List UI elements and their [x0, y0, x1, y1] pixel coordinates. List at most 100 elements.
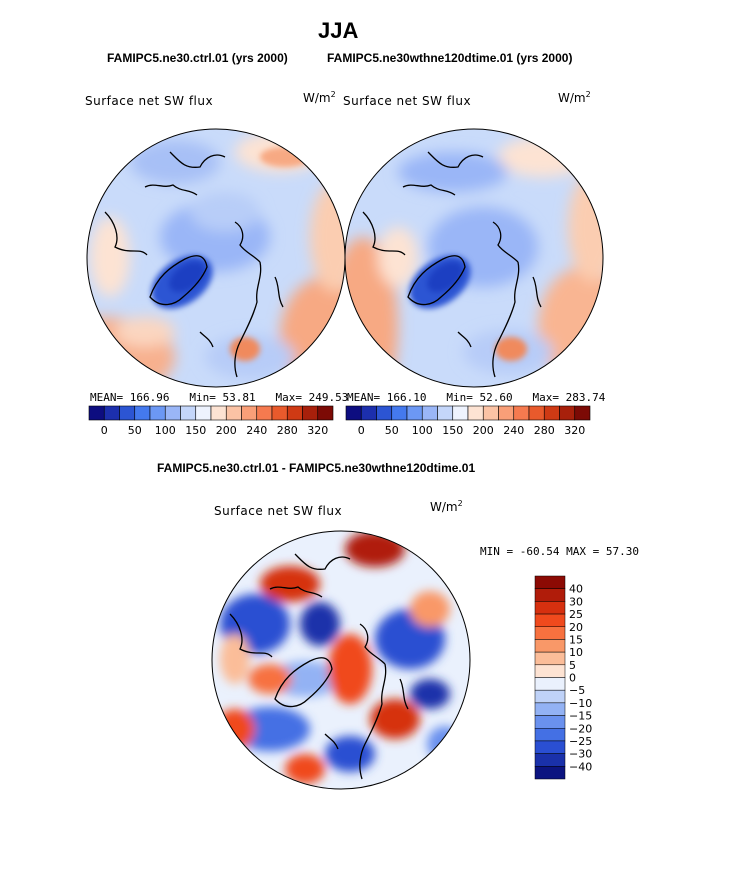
- colorbar-bin: [543, 405, 560, 421]
- panel2-max-label: Max=: [532, 391, 560, 404]
- panel3-greenland-coast: [274, 657, 333, 708]
- colorbar-bin: [452, 405, 469, 421]
- subtitle-left: FAMIPC5.ne30.ctrl.01 (yrs 2000): [107, 51, 288, 65]
- colorbar-tick-label: 240: [503, 424, 524, 437]
- panel2-coastline: [492, 221, 519, 263]
- panel1-colorbar: 0 50 100 150 200 240 280 320: [88, 405, 334, 437]
- panel3-field-blob: [345, 531, 405, 567]
- colorbar-tick-label: 240: [246, 424, 267, 437]
- colorbar-bin: [437, 405, 454, 421]
- colorbar-bin: [376, 405, 393, 421]
- panel1-field-blob: [130, 140, 220, 184]
- panel1-coastline: [274, 276, 284, 308]
- panel1-coastline: [169, 151, 226, 168]
- panel1-field-blob: [230, 337, 260, 361]
- colorbar-tick-label: −20: [569, 722, 592, 735]
- panel3-field-blob: [220, 634, 250, 684]
- colorbar-tick-label: 20: [569, 621, 583, 634]
- colorbar-tick-label: 15: [569, 633, 583, 646]
- colorbar-tick-label: −30: [569, 748, 592, 761]
- panel3-field-blob: [260, 566, 320, 602]
- colorbar-tick-label: 100: [155, 424, 176, 437]
- panel1-coastline: [199, 331, 214, 348]
- colorbar-bin: [391, 405, 408, 421]
- colorbar-bin: [317, 405, 334, 421]
- panel1-field-blob: [90, 217, 130, 297]
- colorbar-tick-label: −40: [569, 760, 592, 773]
- colorbar-bin: [256, 405, 273, 421]
- panel3-difference-map: [211, 530, 471, 790]
- panel2-colorbar: 0 50 100 150 200 240 280 320: [345, 405, 591, 437]
- panel2-coastline: [532, 276, 542, 308]
- colorbar-tick-label: 100: [412, 424, 433, 437]
- panel2-units: W/m2: [558, 90, 591, 105]
- colorbar-bin: [534, 677, 566, 691]
- panel1-field-blob: [260, 147, 310, 167]
- panel3-coastline: [269, 586, 323, 598]
- panel3-coastline: [359, 663, 387, 780]
- panel2-mean-label: MEAN=: [347, 391, 381, 404]
- colorbar-bin: [286, 405, 303, 421]
- colorbar-bin: [534, 601, 566, 615]
- colorbar-tick-label: 200: [473, 424, 494, 437]
- colorbar-bin: [534, 639, 566, 653]
- panel1-field-blob: [115, 317, 175, 347]
- panel2-coastline: [402, 184, 456, 196]
- panel3-coastline: [229, 613, 273, 658]
- panel3-field-blob: [410, 679, 450, 709]
- panel1-min-label: Min=: [189, 391, 216, 404]
- panel1-units: W/m2: [303, 90, 336, 105]
- colorbar-bin: [421, 405, 438, 421]
- panel3-coastline: [324, 733, 339, 750]
- panel3-field-blob: [328, 634, 372, 704]
- colorbar-bin: [271, 405, 288, 421]
- panel1-max-value: 249.53: [308, 391, 349, 404]
- colorbar-bin: [302, 405, 319, 421]
- colorbar-tick-label: −15: [569, 710, 592, 723]
- colorbar-bin: [406, 405, 423, 421]
- panel1-coastline: [144, 184, 198, 196]
- panel2-field-blob: [498, 137, 588, 177]
- panel2-field-blob: [398, 152, 508, 192]
- panel2-coastline: [492, 261, 520, 378]
- colorbar-tick-label: 320: [307, 424, 328, 437]
- panel1-field-blob: [310, 182, 345, 292]
- colorbar-tick-label: 0: [101, 424, 108, 437]
- colorbar-bin: [513, 405, 530, 421]
- panel2-min-value: 52.60: [479, 391, 513, 404]
- colorbar-bin: [119, 405, 136, 421]
- colorbar-tick-label: 280: [534, 424, 555, 437]
- panel1-coastline: [104, 211, 148, 256]
- colorbar-tick-label: 10: [569, 646, 583, 659]
- panel3-field-blob: [325, 736, 375, 772]
- panel2-min-label: Min=: [446, 391, 473, 404]
- panel3-map-border: [211, 530, 471, 790]
- panel3-coastline: [294, 553, 351, 570]
- panel3-field-blob: [370, 699, 420, 739]
- panel3-min-label: MIN =: [480, 545, 514, 558]
- colorbar-bin: [134, 405, 151, 421]
- colorbar-tick-label: 150: [442, 424, 463, 437]
- panel1-variable-label: Surface net SW flux: [85, 94, 214, 108]
- panel2-greenland-coast: [407, 255, 466, 306]
- panel1-max-label: Max=: [275, 391, 303, 404]
- panel1-stats: MEAN= 166.96 Min= 53.81 Max= 249.53: [90, 391, 348, 404]
- panel2-mean-value: 166.10: [386, 391, 427, 404]
- panel2-coastline: [457, 331, 472, 348]
- panel1-greenland-coast: [149, 255, 208, 306]
- panel2-max-value: 283.74: [565, 391, 606, 404]
- colorbar-bin: [498, 405, 515, 421]
- panel2-coastline: [427, 151, 484, 168]
- panel3-max-label: MAX =: [566, 545, 600, 558]
- panel1-coastline: [234, 261, 262, 378]
- colorbar-bin: [534, 740, 566, 754]
- colorbar-bin: [241, 405, 258, 421]
- panel3-field-blob: [427, 726, 463, 762]
- subtitle-right: FAMIPC5.ne30wthne120dtime.01 (yrs 2000): [327, 51, 573, 65]
- season-title: JJA: [318, 18, 359, 43]
- colorbar-bin: [467, 405, 484, 421]
- colorbar-bin: [534, 626, 566, 640]
- colorbar-bin: [534, 753, 566, 767]
- colorbar-tick-label: 50: [128, 424, 142, 437]
